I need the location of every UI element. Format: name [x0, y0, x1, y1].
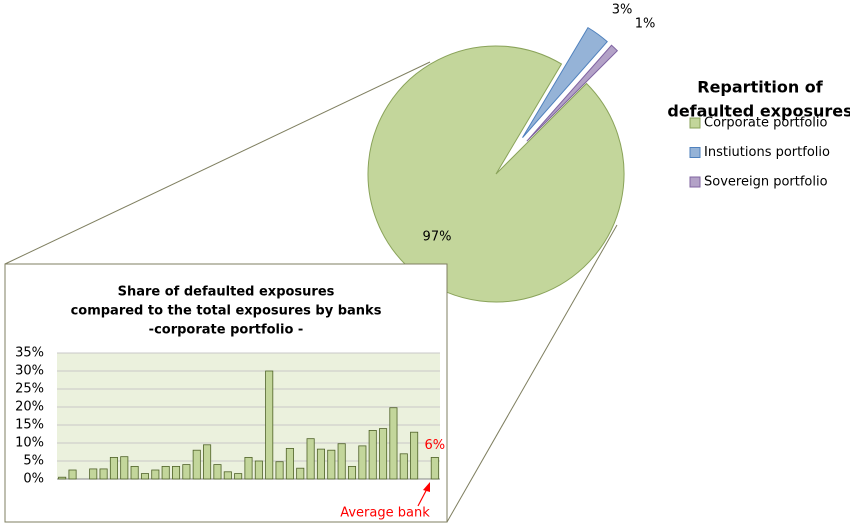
bar [296, 467, 305, 480]
bar [182, 464, 191, 480]
bar [68, 469, 77, 480]
bar [337, 443, 346, 480]
y-tick-label: 5% [23, 454, 44, 469]
bar [151, 469, 160, 480]
bar [234, 473, 243, 480]
bar [130, 465, 139, 480]
legend-swatch [689, 147, 701, 158]
y-tick-label: 30% [15, 364, 44, 379]
bar [254, 460, 263, 480]
bar [109, 456, 118, 480]
legend-title: defaulted exposures [667, 102, 850, 121]
bar [223, 471, 232, 480]
legend-label: Corporate portfolio [704, 116, 828, 131]
y-tick-label: 10% [15, 436, 44, 451]
pie-slice [522, 26, 608, 138]
bar [58, 476, 67, 480]
pie-slice [526, 44, 619, 142]
bar [99, 468, 108, 480]
y-tick-label: 15% [15, 418, 44, 433]
bar [306, 438, 315, 480]
bar [275, 461, 284, 480]
data-label: 1% [635, 17, 656, 32]
bar-chart: Share of defaulted exposures compared to … [15, 285, 445, 521]
data-label: 97% [423, 230, 452, 245]
bar [265, 370, 274, 480]
bar [213, 464, 222, 480]
y-tick-label: 0% [23, 472, 44, 487]
bar [285, 447, 294, 480]
bar [379, 428, 388, 480]
bar [244, 456, 253, 480]
bar [399, 453, 408, 480]
zoom-line [446, 224, 618, 523]
annotation-arrowhead [423, 482, 430, 492]
chart-title: compared to the total exposures by banks [71, 304, 382, 319]
bar [140, 473, 150, 480]
bar [120, 456, 129, 480]
bar [89, 468, 98, 480]
bar [327, 449, 336, 480]
bar [203, 444, 212, 480]
chart-title: Share of defaulted exposures [118, 285, 335, 300]
annotation: Average bank [340, 506, 430, 521]
pie-chart: 97% 3%1% Repartition of defaulted exposures… [367, 3, 850, 303]
data-label: 3% [612, 3, 633, 18]
bar [172, 465, 181, 480]
y-tick-label: 35% [15, 346, 44, 361]
bar [192, 449, 201, 480]
y-tick-label: 25% [15, 382, 44, 397]
bar [410, 431, 419, 480]
legend-swatch [689, 176, 701, 188]
bar [389, 407, 398, 480]
legend-swatch [689, 117, 701, 129]
zoom-line [4, 61, 431, 265]
bar [347, 465, 357, 480]
legend-label: Instiutions portfolio [704, 145, 830, 160]
chart-title: -corporate portfolio - [149, 323, 304, 338]
bar [430, 456, 439, 480]
bar [368, 429, 377, 480]
bar [316, 448, 325, 480]
data-label: 6% [425, 438, 446, 453]
bar [358, 445, 367, 480]
y-tick-label: 20% [15, 400, 44, 415]
bar [161, 465, 170, 480]
legend-label: Sovereign portfolio [704, 175, 828, 190]
legend-title: Repartition of [697, 78, 824, 97]
